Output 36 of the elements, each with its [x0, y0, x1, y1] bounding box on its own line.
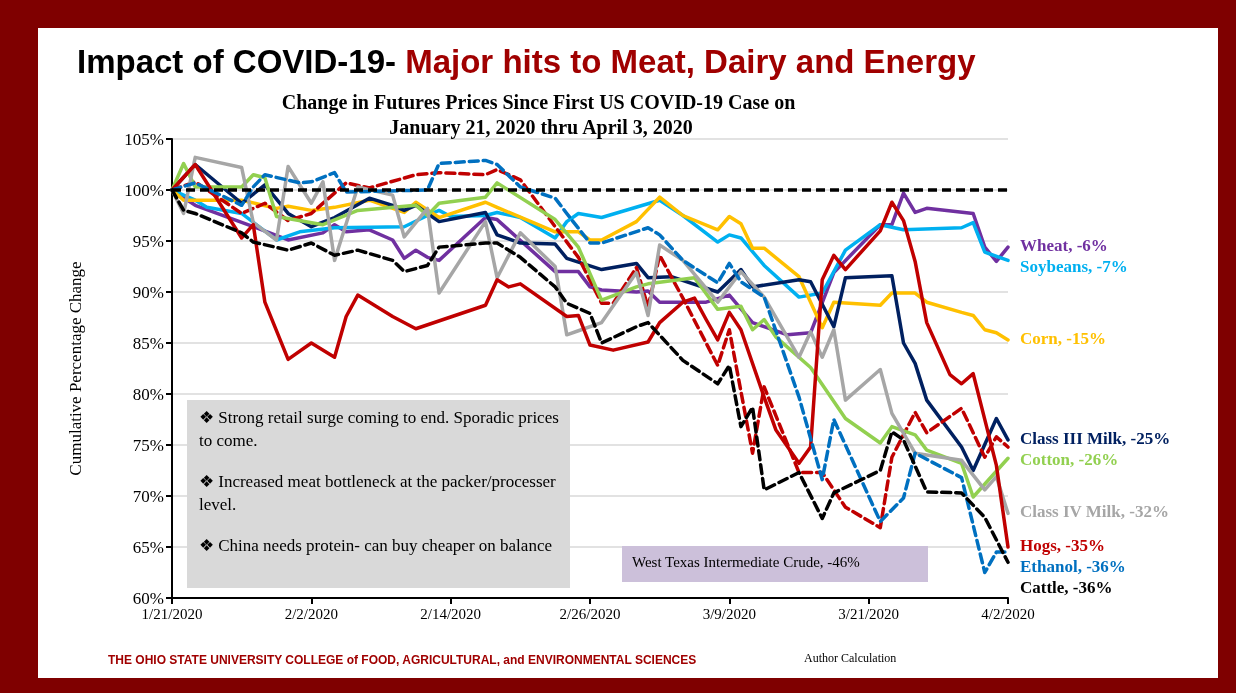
y-tick-label: 75% — [132, 435, 164, 455]
y-tick-label: 100% — [124, 180, 164, 200]
y-tick-label: 70% — [132, 486, 164, 506]
note-box: West Texas Intermediate Crude, -46% — [622, 546, 928, 582]
y-tick-label: 90% — [132, 282, 164, 302]
x-tick-label: 3/21/2020 — [838, 605, 900, 622]
x-tick-label: 3/9/2020 — [702, 605, 757, 622]
series-label: Corn, -15% — [1020, 328, 1106, 348]
chart-subtitle: Change in Futures Prices Since First US COVID-19 Case on January 21, 2020 thru April 3, 2020 — [281, 90, 801, 139]
y-tick-label: 95% — [132, 231, 164, 251]
chart-title: Impact of COVID-19- Major hits to Meat, Dairy and Energy — [77, 43, 977, 80]
x-tick-label: 2/2/2020 — [284, 605, 339, 622]
text: Author Calculation — [804, 651, 897, 665]
series-label: Soybeans, -7% — [1020, 257, 1128, 277]
annotation: ❖ China needs protein- can buy cheaper on balance — [199, 535, 553, 557]
series-label: Cotton, -26% — [1020, 449, 1119, 469]
annotation: ❖ Increased meat bottleneck at the packer/processer level. — [199, 471, 557, 516]
series-label: Wheat, -6% — [1020, 236, 1108, 256]
x-tick-label: 2/14/2020 — [420, 605, 482, 622]
series-label: Ethanol, -36% — [1020, 557, 1126, 576]
series-label: Class III Milk, -25% — [1020, 428, 1171, 448]
series-label: Cattle, -36% — [1020, 578, 1113, 597]
y-tick-label: 85% — [132, 333, 164, 353]
x-tick-label: 4/2/2020 — [981, 605, 1035, 622]
x-tick-label: 2/26/2020 — [559, 605, 621, 622]
y-tick-label: 105% — [124, 129, 164, 149]
note-box: ❖ Strong retail surge coming to end. Sporadic prices to come. ❖ Increased meat bottleneck at the packer/processer level. ❖ China needs protein- can buy cheaper on balance — [187, 400, 570, 588]
annotation: ❖ Strong retail surge coming to end. Sporadic prices to come. — [199, 407, 560, 452]
y-tick-label: 60% — [132, 588, 164, 608]
text: THE OHIO STATE UNIVERSITY COLLEGE of FOOD, AGRICULTURAL, and ENVIRONMENTAL SCIENCES — [108, 653, 697, 667]
y-tick-label: 65% — [132, 537, 164, 557]
y-axis-title: Cumulative Percentage Change — [66, 261, 85, 476]
series-label: Class IV Milk, -32% — [1020, 502, 1169, 522]
series-label: Hogs, -35% — [1020, 536, 1105, 555]
x-tick-label: 1/21/2020 — [141, 605, 203, 622]
y-tick-label: 80% — [132, 384, 164, 404]
